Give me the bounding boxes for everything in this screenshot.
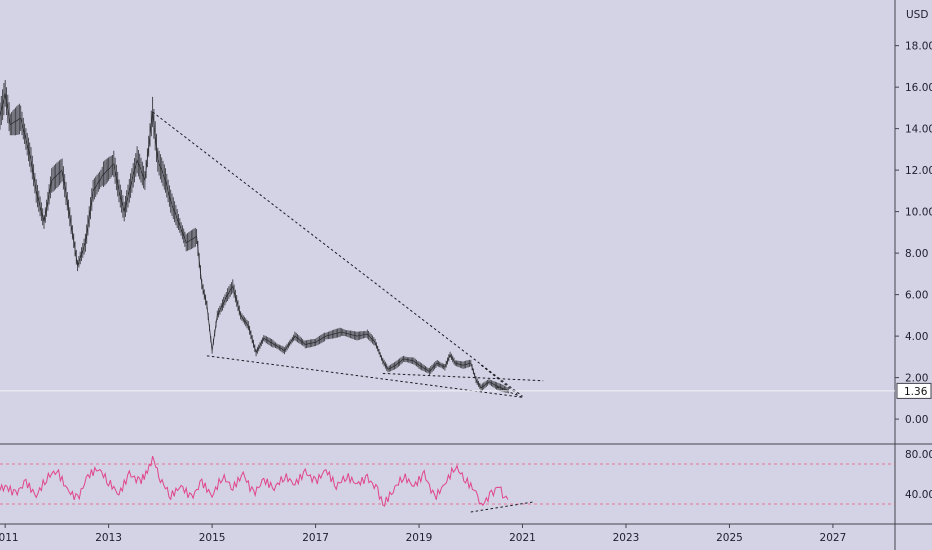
time-tick-label: 2013: [95, 532, 122, 544]
price-tick-label: 8.00: [905, 248, 928, 260]
price-tick-label: 6.00: [905, 290, 928, 302]
oscillator-trendline[interactable]: [470, 501, 533, 513]
price-tick-label: 4.00: [905, 331, 928, 343]
time-tick-label: 2027: [820, 532, 847, 544]
price-trendline[interactable]: [382, 372, 544, 382]
time-tick-label: 2025: [716, 532, 743, 544]
time-tick-label: 2023: [613, 532, 640, 544]
price-pane[interactable]: [0, 80, 895, 398]
price-tick-label: 14.00: [905, 124, 932, 136]
time-tick-label: 2015: [199, 532, 226, 544]
time-tick-label: 2019: [406, 532, 433, 544]
price-tick-label: 0.00: [905, 414, 928, 426]
price-tick-label: 10.00: [905, 207, 932, 219]
time-tick-label: 2021: [509, 532, 536, 544]
oscillator-pane[interactable]: [0, 455, 895, 513]
time-axis[interactable]: 2011 2013 2015 2017 2019 2021 2023 2025 2027: [0, 524, 846, 544]
price-tick-label: 16.00: [905, 82, 932, 94]
last-price-badge-box: [896, 382, 932, 399]
currency-label: USD: [906, 9, 928, 21]
oscillator-axis[interactable]: 80.00 40.00: [905, 449, 932, 501]
time-tick-label: 2011: [0, 532, 19, 544]
time-tick-label: 2017: [302, 532, 329, 544]
price-tick-label: 12.00: [905, 165, 932, 177]
price-axis[interactable]: 18.00 16.00 14.00 12.00 10.00 8.00 6.00 4.00 2.0…: [895, 41, 932, 427]
oscillator-tick-label: 40.00: [905, 489, 932, 501]
price-tick-label: 18.00: [905, 41, 932, 53]
last-price-badge: 1.36: [896, 382, 932, 399]
oscillator-series-line: [0, 455, 509, 507]
price-tick-label: 2.00: [905, 373, 928, 385]
price-series-line: [0, 93, 510, 392]
last-price-value: 1.36: [904, 386, 928, 398]
oscillator-tick-label: 80.00: [905, 449, 932, 461]
